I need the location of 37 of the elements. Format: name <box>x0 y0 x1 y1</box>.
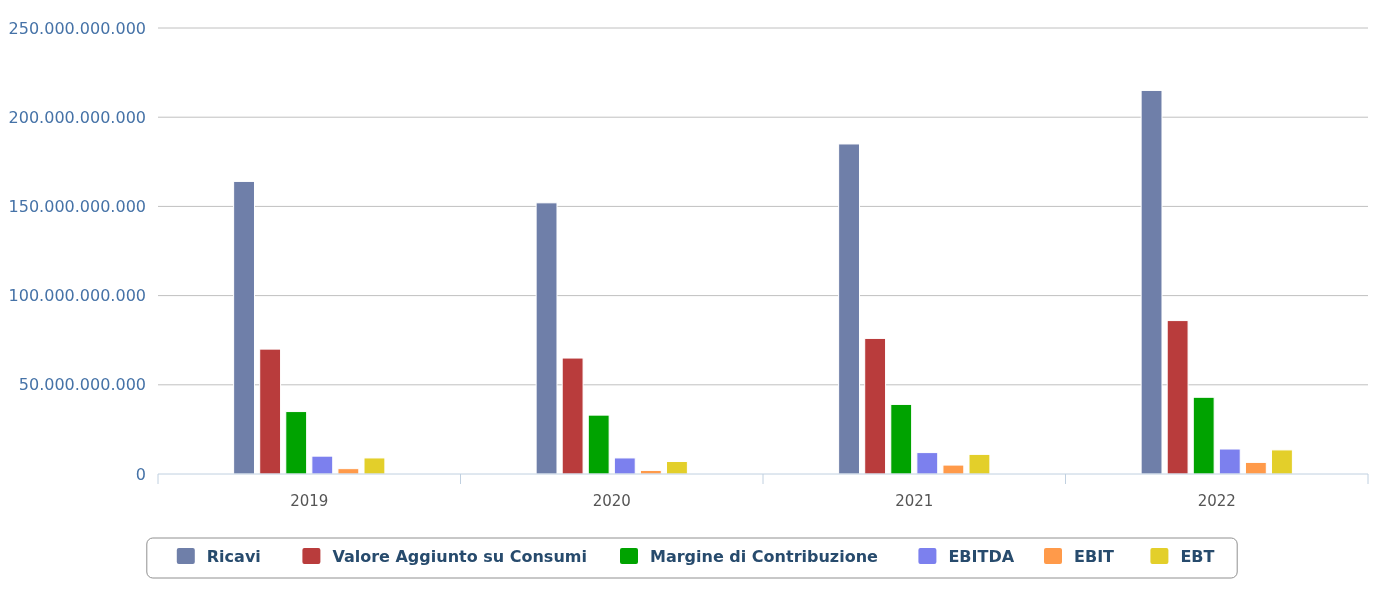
x-tick-label: 2019 <box>290 492 329 510</box>
bar <box>968 453 991 475</box>
y-tick-label: 150.000.000.000 <box>8 197 146 216</box>
bar <box>1192 396 1215 475</box>
bar <box>233 180 255 475</box>
bar <box>285 411 308 475</box>
y-tick-label: 0 <box>135 464 146 484</box>
bar <box>942 464 965 475</box>
legend-label: Margine di Contribuzione <box>650 546 879 566</box>
bar <box>1140 89 1163 475</box>
bar <box>311 455 334 475</box>
bar <box>613 457 636 475</box>
y-tick-label: 100.000.000.000 <box>8 286 146 306</box>
x-tick-label: 2020 <box>592 492 631 510</box>
legend-label: EBIT <box>1074 546 1115 566</box>
x-tick-label: 2021 <box>895 492 934 510</box>
bar <box>890 403 913 475</box>
bar <box>561 357 584 475</box>
legend-label: Valore Aggiunto su Consumi <box>332 546 587 566</box>
legend-label: EBT <box>1180 546 1215 566</box>
bar <box>1218 448 1241 475</box>
bar <box>1271 449 1293 475</box>
legend-label: EBITDA <box>948 546 1015 566</box>
bar <box>666 461 688 475</box>
bar <box>1166 320 1189 475</box>
bar <box>587 414 610 475</box>
bar <box>916 452 939 475</box>
bar <box>838 143 860 475</box>
x-tick-label: 2022 <box>1197 492 1236 510</box>
bar <box>259 348 282 475</box>
y-tick-label: 50.000.000.000 <box>18 375 146 395</box>
y-tick-label: 250.000.000.000 <box>8 18 146 38</box>
bar <box>363 457 386 475</box>
bar <box>864 337 887 475</box>
legend-label: Ricavi <box>206 546 261 566</box>
bar <box>535 202 558 475</box>
y-tick-label: 200.000.000.000 <box>8 107 146 127</box>
